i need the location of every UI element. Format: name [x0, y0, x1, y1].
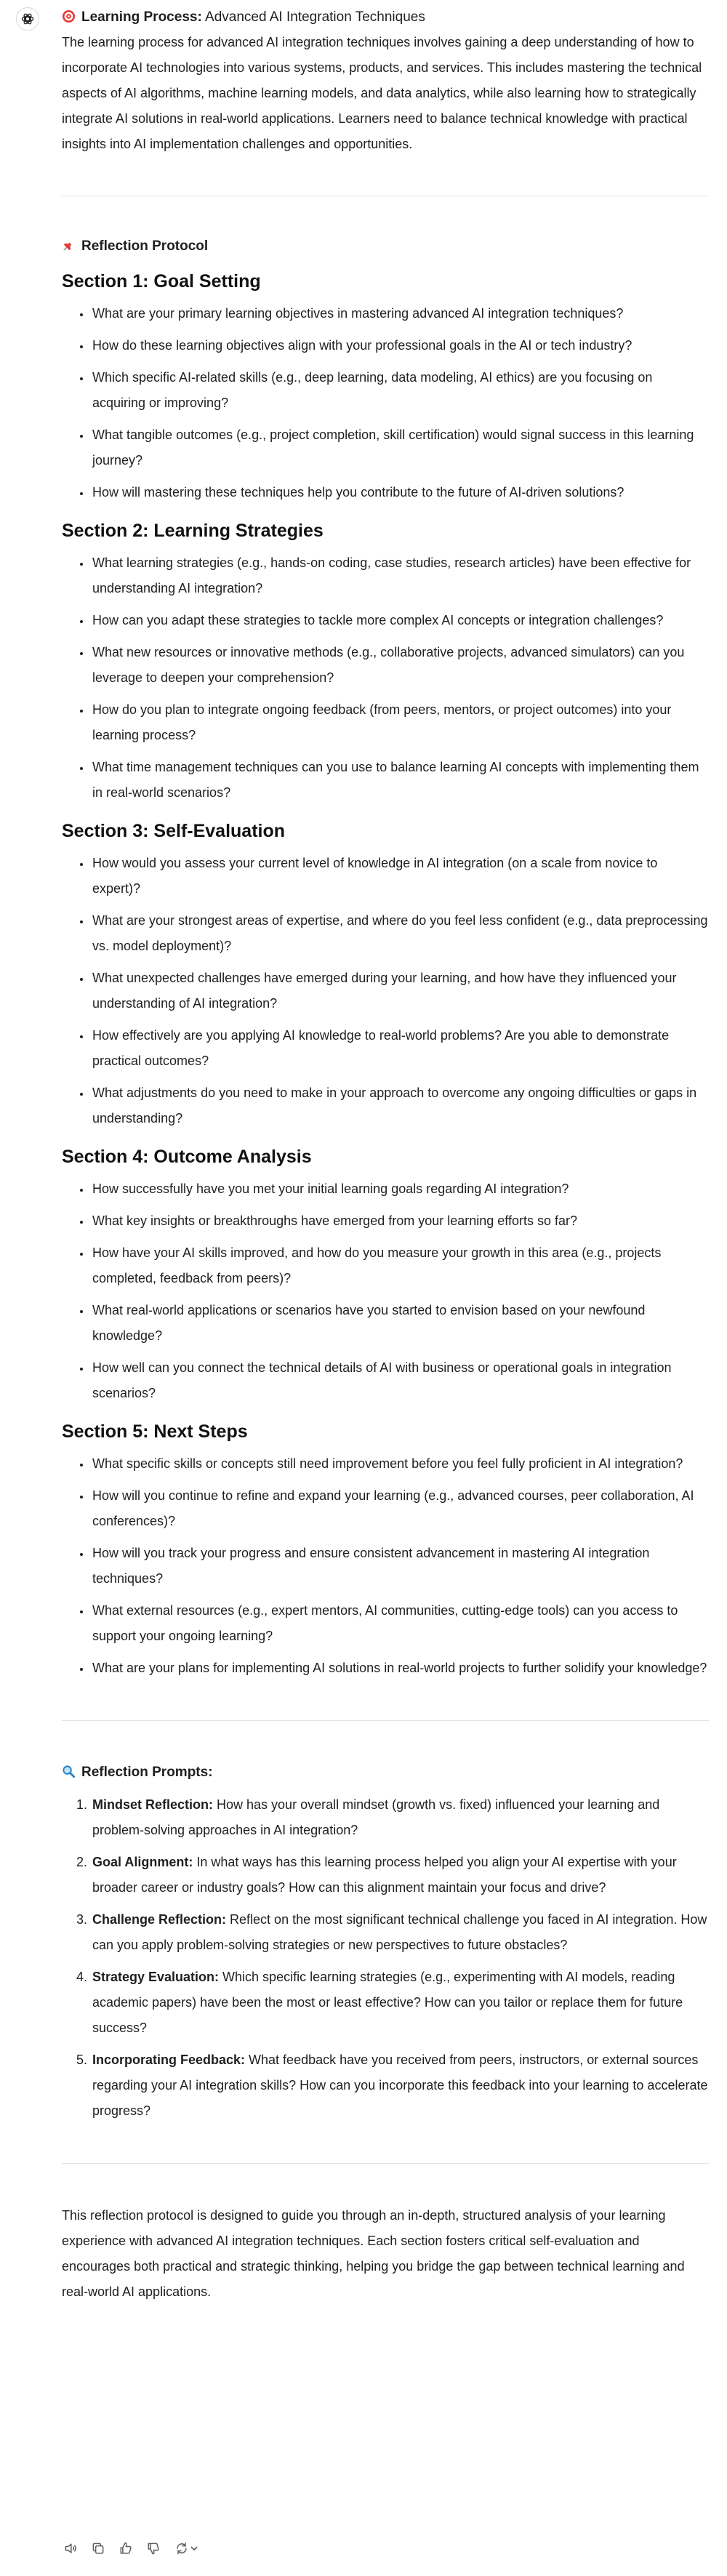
- question-item: How well can you connect the technical d…: [91, 1355, 709, 1406]
- question-item: What learning strategies (e.g., hands-on…: [91, 550, 709, 601]
- section-heading: Section 3: Self-Evaluation: [62, 821, 286, 841]
- question-item: Which specific AI-related skills (e.g., …: [91, 365, 709, 416]
- regenerate-icon[interactable]: [174, 2540, 189, 2557]
- protocol-heading: Reflection Protocol: [62, 234, 709, 259]
- intro-title: Learning Process: Advanced AI Integratio…: [62, 4, 709, 30]
- question-item: How effectively are you applying AI know…: [91, 1023, 709, 1074]
- question-item: What are your strongest areas of experti…: [91, 908, 709, 959]
- question-item: How can you adapt these strategies to ta…: [91, 608, 709, 633]
- assistant-logo-icon: [20, 12, 35, 26]
- prompt-item: Goal Alignment: In what ways has this le…: [91, 1850, 709, 1901]
- copy-icon[interactable]: [89, 2540, 107, 2557]
- prompt-item: Incorporating Feedback: What feedback ha…: [91, 2047, 709, 2124]
- question-item: How would you assess your current level …: [91, 851, 709, 902]
- prompt-text: In what ways has this learning process h…: [92, 1855, 677, 1895]
- question-item: How successfully have you met your initi…: [91, 1176, 709, 1202]
- question-item: How do these learning objectives align w…: [91, 333, 709, 358]
- prompt-text: Reflect on the most significant technica…: [92, 1912, 707, 1952]
- assistant-avatar: [16, 7, 39, 31]
- prompt-text: What feedback have you received from pee…: [92, 2053, 708, 2118]
- intro-title-value: Advanced AI Integration Techniques: [205, 9, 425, 25]
- magnifier-icon: [62, 1765, 76, 1778]
- thumbs-up-icon[interactable]: [117, 2540, 134, 2557]
- prompt-label: Strategy Evaluation:: [92, 1970, 220, 1984]
- thumbs-down-icon[interactable]: [145, 2540, 162, 2557]
- target-icon: [62, 9, 76, 23]
- speaker-icon[interactable]: [62, 2540, 79, 2557]
- question-item: What are your plans for implementing AI …: [91, 1656, 709, 1681]
- pushpin-icon: [62, 238, 76, 252]
- question-item: What new resources or innovative methods…: [91, 640, 709, 691]
- question-item: What are your primary learning objective…: [91, 301, 709, 326]
- prompt-item: Challenge Reflection: Reflect on the mos…: [91, 1907, 709, 1958]
- question-item: What unexpected challenges have emerged …: [91, 966, 709, 1016]
- prompt-item: Mindset Reflection: How has your overall…: [91, 1792, 709, 1843]
- section-question-list: How would you assess your current level …: [62, 851, 709, 1131]
- question-item: What key insights or breakthroughs have …: [91, 1208, 709, 1234]
- prompts-heading: Reflection Prompts:: [62, 1760, 709, 1785]
- section-heading: Section 4: Outcome Analysis: [62, 1147, 312, 1167]
- protocol-sections: Section 1: Goal Setting What are your pri…: [62, 269, 709, 1681]
- question-item: What adjustments do you need to make in …: [91, 1080, 709, 1131]
- prompt-text: How has your overall mindset (growth vs.…: [92, 1797, 660, 1837]
- question-item: How do you plan to integrate ongoing fee…: [91, 697, 709, 748]
- question-item: What time management techniques can you …: [91, 755, 709, 806]
- closing-paragraph: This reflection protocol is designed to …: [62, 2208, 685, 2299]
- divider: [62, 2163, 709, 2164]
- question-item: What tangible outcomes (e.g., project co…: [91, 422, 709, 473]
- section-heading: Section 2: Learning Strategies: [62, 521, 324, 541]
- prompt-label: Mindset Reflection:: [92, 1797, 214, 1812]
- question-item: How have your AI skills improved, and ho…: [91, 1240, 709, 1291]
- divider: [62, 1720, 709, 1721]
- section-heading: Section 5: Next Steps: [62, 1421, 248, 1442]
- prompt-label: Incorporating Feedback:: [92, 2053, 246, 2067]
- message-actions: [62, 2540, 201, 2557]
- prompt-item: Strategy Evaluation: Which specific lear…: [91, 1965, 709, 2041]
- prompt-label: Goal Alignment:: [92, 1855, 193, 1869]
- chevron-down-icon[interactable]: [189, 2540, 199, 2557]
- section-question-list: What are your primary learning objective…: [62, 301, 709, 505]
- section-question-list: What learning strategies (e.g., hands-on…: [62, 550, 709, 806]
- intro-title-label: Learning Process:: [81, 9, 202, 25]
- question-item: What specific skills or concepts still n…: [91, 1451, 709, 1477]
- question-item: What real-world applications or scenario…: [91, 1298, 709, 1349]
- regenerate-menu[interactable]: [172, 2540, 201, 2557]
- question-item: How will mastering these techniques help…: [91, 480, 709, 505]
- question-item: What external resources (e.g., expert me…: [91, 1598, 709, 1649]
- section-heading: Section 1: Goal Setting: [62, 271, 261, 292]
- prompt-text: Which specific learning strategies (e.g.…: [92, 1970, 683, 2035]
- protocol-heading-text: Reflection Protocol: [81, 238, 209, 254]
- prompts-list: Mindset Reflection: How has your overall…: [62, 1792, 709, 2124]
- section-question-list: How successfully have you met your initi…: [62, 1176, 709, 1406]
- intro-paragraph: The learning process for advanced AI int…: [62, 35, 702, 151]
- prompts-heading-text: Reflection Prompts:: [81, 1765, 213, 1780]
- assistant-message: Learning Process: Advanced AI Integratio…: [62, 4, 709, 2305]
- question-item: How will you track your progress and ens…: [91, 1541, 709, 1592]
- prompt-label: Challenge Reflection:: [92, 1912, 227, 1927]
- question-item: How will you continue to refine and expa…: [91, 1483, 709, 1534]
- section-question-list: What specific skills or concepts still n…: [62, 1451, 709, 1681]
